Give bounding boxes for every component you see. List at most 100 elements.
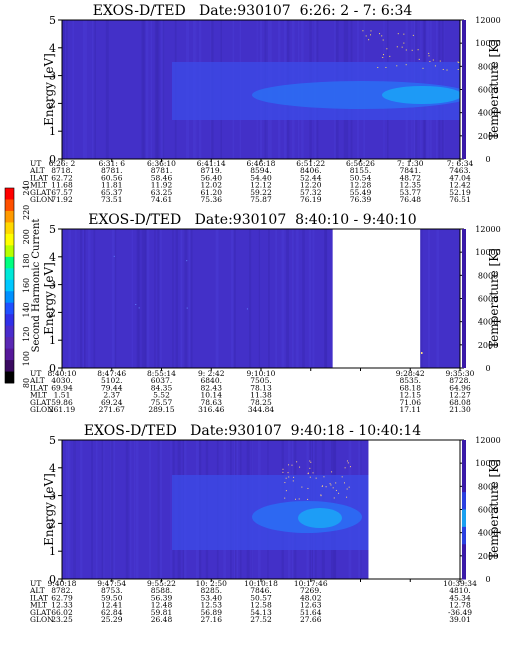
noise-dot bbox=[429, 60, 431, 62]
y-tick-label: 1 bbox=[49, 545, 56, 558]
panel-3-title: EXOS-D/TED Date:930107 9:40:18 - 10:40:1… bbox=[83, 423, 422, 439]
noise-dot bbox=[405, 64, 407, 66]
orbit-cell: 75.36 bbox=[201, 195, 223, 204]
spectrogram-texture bbox=[68, 229, 71, 368]
orbit-cell: 344.84 bbox=[248, 405, 274, 414]
noise-dot bbox=[309, 467, 311, 469]
spectrogram-texture bbox=[155, 20, 159, 159]
noise-dot bbox=[417, 49, 419, 51]
y2-tick-label: 8000 bbox=[478, 482, 498, 491]
noise-dot bbox=[457, 69, 459, 71]
colorbar-tick-label: 160 bbox=[22, 278, 31, 293]
y2-tick-label: 0 bbox=[485, 575, 490, 584]
noise-dot bbox=[309, 476, 311, 478]
orbit-cell: 78.25 bbox=[250, 398, 272, 407]
noise-dot bbox=[344, 482, 346, 484]
orbit-cell: 79.44 bbox=[101, 383, 123, 392]
spectrogram-texture bbox=[73, 440, 76, 579]
orbit-cell: 66.02 bbox=[51, 608, 73, 617]
noise-dot bbox=[295, 498, 297, 500]
orbit-cell: 76.48 bbox=[400, 195, 422, 204]
noise-dot bbox=[428, 52, 430, 54]
colorbar-swatch bbox=[5, 360, 14, 372]
y2-tick-label: 0 bbox=[485, 155, 490, 164]
intensity-peak bbox=[298, 508, 342, 528]
spectrogram-texture bbox=[427, 229, 430, 368]
orbit-cell: 2.37 bbox=[103, 391, 120, 400]
noise-dot bbox=[365, 35, 367, 37]
spectrogram-texture bbox=[145, 20, 149, 159]
colorbar-tick-label: 220 bbox=[22, 205, 31, 220]
orbit-cell: 12.78 bbox=[449, 601, 471, 610]
noise-dot bbox=[320, 495, 322, 497]
orbit-cell: 57.32 bbox=[300, 188, 322, 197]
spectrogram-texture bbox=[84, 229, 86, 368]
colorbar-swatch bbox=[5, 245, 14, 258]
y2-tick-label: 6000 bbox=[478, 506, 498, 515]
noise-dot bbox=[432, 59, 434, 61]
orbit-cell: 1.51 bbox=[54, 391, 71, 400]
y-axis-label: Energy [eV] bbox=[42, 53, 56, 126]
colorbar-tick-label: 120 bbox=[22, 327, 31, 342]
panel-3: 0 1 2 3 4 5 Energy [eV] 0 2000 4000 6000 8000 10000 1… bbox=[29, 434, 501, 624]
noise-dot bbox=[287, 472, 289, 474]
spectrogram-texture bbox=[154, 229, 156, 368]
orbit-cell: 8285. bbox=[201, 586, 222, 595]
y2-tick-label: 12000 bbox=[475, 16, 500, 25]
noise-dot bbox=[332, 487, 334, 489]
y2-axis-label: Temperature [K] bbox=[487, 248, 501, 349]
noise-dot bbox=[434, 65, 436, 67]
orbit-cell: 39.01 bbox=[449, 615, 470, 624]
colorbar-swatch bbox=[5, 325, 14, 338]
orbit-cell: 9:55:22 bbox=[147, 579, 176, 588]
y2-axis-label: Temperature [K] bbox=[487, 39, 501, 140]
orbit-cell: 12.41 bbox=[101, 601, 122, 610]
spectrogram-texture bbox=[111, 440, 114, 579]
orbit-cell: 10: 2:50 bbox=[196, 579, 228, 588]
colorbar-label: Second Harmonic Current bbox=[31, 219, 42, 353]
spectrogram-texture bbox=[111, 229, 115, 368]
temperature-strip bbox=[462, 20, 466, 159]
colorbar-tick-label: 100 bbox=[22, 351, 31, 366]
y-tick-label: 1 bbox=[49, 125, 56, 138]
orbit-cell: 261.19 bbox=[49, 405, 75, 414]
y-tick-label: 4 bbox=[49, 251, 56, 264]
orbit-row-label: MLT bbox=[30, 181, 47, 190]
noise-dot bbox=[411, 49, 413, 51]
noise-dot bbox=[293, 476, 295, 478]
orbit-cell: 6:46:18 bbox=[247, 159, 276, 168]
spectrogram-texture bbox=[268, 229, 270, 368]
noise-dot bbox=[379, 33, 381, 35]
orbit-cell: 12.35 bbox=[400, 181, 422, 190]
y2-tick-label: 8000 bbox=[478, 271, 498, 280]
orbit-cell: 12.28 bbox=[350, 181, 372, 190]
colorbar-tick-label: 80 bbox=[22, 378, 31, 388]
orbit-cell: 75.57 bbox=[151, 398, 173, 407]
spectrogram-texture bbox=[231, 229, 234, 368]
spectrogram-texture bbox=[82, 229, 84, 368]
orbit-cell: 27.66 bbox=[300, 615, 322, 624]
spectrogram-texture bbox=[172, 229, 174, 368]
y2-tick-label: 8000 bbox=[478, 62, 498, 71]
noise-dot bbox=[284, 482, 286, 484]
orbit-row-label: GLAT bbox=[30, 608, 51, 617]
orbit-cell: 7: 1:30 bbox=[397, 159, 424, 168]
spectrogram-texture bbox=[308, 229, 312, 368]
y2-tick-label: 10000 bbox=[475, 39, 500, 48]
orbit-cell: 27.52 bbox=[250, 615, 272, 624]
spectrogram-texture bbox=[157, 440, 160, 579]
spectrogram-texture bbox=[135, 440, 139, 579]
noise-dot bbox=[403, 42, 405, 44]
y2-axis-label: Temperature [K] bbox=[487, 459, 501, 560]
orbit-cell: 71.06 bbox=[400, 398, 422, 407]
spectrogram-texture bbox=[91, 20, 95, 159]
spectrogram-texture bbox=[159, 440, 163, 579]
orbit-cell: 5102. bbox=[101, 376, 122, 385]
colorbar-tick-label: 180 bbox=[22, 253, 31, 268]
noise-dot bbox=[382, 56, 384, 58]
colorbar-swatch bbox=[5, 371, 14, 384]
noise-dot bbox=[315, 477, 317, 479]
orbit-cell: 56.40 bbox=[201, 173, 223, 182]
orbit-row-label: GLON bbox=[30, 615, 54, 624]
y-tick-label: 4 bbox=[49, 42, 56, 55]
